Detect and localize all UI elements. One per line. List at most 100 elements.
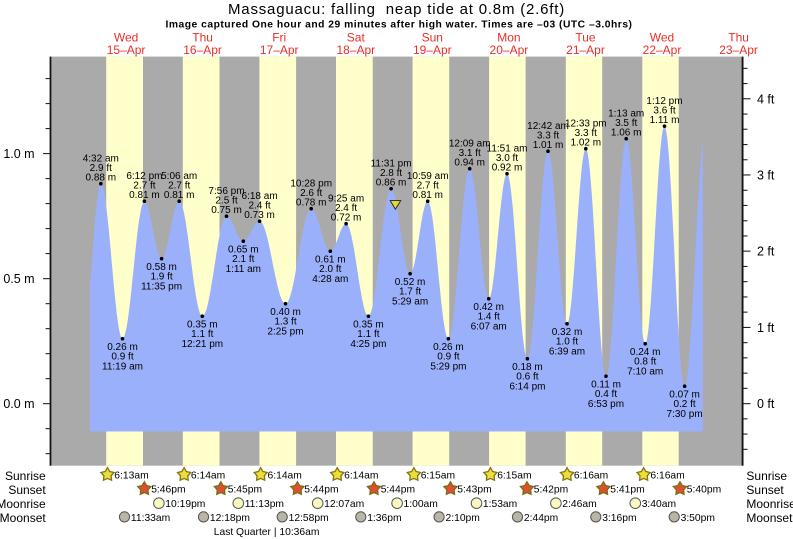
svg-text:1.9 ft: 1.9 ft [150, 272, 172, 283]
svg-text:0.94 m: 0.94 m [454, 158, 485, 169]
svg-text:10:59 am: 10:59 am [407, 171, 449, 182]
svg-text:Last Quarter | 10:36am: Last Quarter | 10:36am [214, 527, 320, 538]
svg-text:1.01 m: 1.01 m [533, 140, 564, 151]
svg-text:Mon: Mon [497, 31, 520, 45]
svg-text:19–Apr: 19–Apr [413, 43, 452, 57]
svg-text:3.0 ft: 3.0 ft [496, 153, 518, 164]
svg-text:12:42 am: 12:42 am [527, 121, 569, 132]
svg-text:3:40am: 3:40am [642, 499, 676, 510]
svg-text:0 ft: 0 ft [757, 397, 775, 411]
svg-text:6:16am: 6:16am [574, 471, 608, 482]
svg-text:3:50pm: 3:50pm [681, 513, 715, 524]
svg-text:2.5 ft: 2.5 ft [215, 195, 237, 206]
svg-text:Moonrise: Moonrise [0, 497, 46, 511]
svg-text:0.9 ft: 0.9 ft [437, 352, 459, 363]
svg-text:0.52 m: 0.52 m [395, 277, 426, 288]
svg-text:0.26 m: 0.26 m [107, 342, 138, 353]
svg-text:2:25 pm: 2:25 pm [267, 326, 303, 337]
svg-text:Wed: Wed [650, 31, 674, 45]
svg-text:1:00am: 1:00am [404, 499, 438, 510]
svg-text:0.9 ft: 0.9 ft [111, 352, 133, 363]
svg-text:20–Apr: 20–Apr [490, 43, 529, 57]
svg-text:Sun: Sun [422, 31, 443, 45]
svg-text:1.1 ft: 1.1 ft [357, 329, 379, 340]
svg-text:7:10 am: 7:10 am [627, 366, 663, 377]
svg-text:12:18pm: 12:18pm [210, 513, 250, 524]
svg-text:5:46pm: 5:46pm [151, 485, 185, 496]
svg-text:5:40pm: 5:40pm [687, 485, 721, 496]
svg-text:7:30 pm: 7:30 pm [667, 409, 703, 420]
svg-text:Sunrise: Sunrise [5, 469, 46, 483]
svg-text:2:44pm: 2:44pm [524, 513, 558, 524]
svg-text:1.02 m: 1.02 m [571, 138, 602, 149]
svg-text:0.0 m: 0.0 m [3, 397, 34, 411]
svg-text:12:21 pm: 12:21 pm [181, 339, 223, 350]
svg-text:0.35 m: 0.35 m [353, 320, 384, 331]
svg-text:6:16am: 6:16am [650, 471, 684, 482]
svg-text:0.8 ft: 0.8 ft [634, 357, 656, 368]
svg-text:22–Apr: 22–Apr [643, 43, 682, 57]
svg-text:5:43pm: 5:43pm [457, 485, 491, 496]
svg-text:Wed: Wed [114, 31, 138, 45]
svg-text:Moonrise: Moonrise [746, 497, 793, 511]
svg-text:11:31 pm: 11:31 pm [371, 158, 412, 169]
svg-text:2.0 ft: 2.0 ft [319, 264, 341, 275]
svg-text:6:14am: 6:14am [268, 471, 302, 482]
svg-text:1.1 ft: 1.1 ft [191, 329, 213, 340]
svg-text:Sat: Sat [347, 31, 366, 45]
svg-text:23–Apr: 23–Apr [719, 43, 758, 57]
svg-text:0.92 m: 0.92 m [492, 163, 523, 174]
svg-text:2.4 ft: 2.4 ft [335, 203, 357, 214]
svg-text:Image captured One hour and 29: Image captured One hour and 29 minutes a… [166, 20, 633, 31]
svg-text:12:09 am: 12:09 am [449, 138, 491, 149]
svg-text:1:36pm: 1:36pm [367, 513, 401, 524]
svg-text:0.24 m: 0.24 m [630, 347, 661, 358]
svg-text:2:46am: 2:46am [562, 499, 596, 510]
svg-text:0.5 m: 0.5 m [3, 272, 34, 286]
svg-text:0.35 m: 0.35 m [187, 320, 218, 331]
svg-text:10:19pm: 10:19pm [165, 499, 205, 510]
svg-text:11:13pm: 11:13pm [245, 499, 284, 510]
svg-text:11:33am: 11:33am [131, 513, 170, 524]
svg-text:11:51 am: 11:51 am [487, 143, 528, 154]
svg-text:16–Apr: 16–Apr [183, 43, 222, 57]
svg-text:0.88 m: 0.88 m [86, 173, 117, 184]
svg-text:3.6 ft: 3.6 ft [653, 105, 675, 116]
svg-text:2.7 ft: 2.7 ft [168, 180, 190, 191]
svg-text:6:13am: 6:13am [114, 471, 148, 482]
svg-text:Massaguacu: falling neap tide: Massaguacu: falling neap tide at 0.8m (2… [228, 1, 565, 18]
svg-text:6:18 am: 6:18 am [242, 191, 278, 202]
svg-text:1.11 m: 1.11 m [650, 115, 680, 126]
svg-text:2 ft: 2 ft [757, 245, 775, 259]
svg-text:3.1 ft: 3.1 ft [459, 148, 481, 159]
svg-text:1.06 m: 1.06 m [611, 128, 642, 139]
svg-text:6:14 pm: 6:14 pm [509, 381, 545, 392]
svg-text:0.81 m: 0.81 m [164, 190, 195, 201]
svg-text:2.6 ft: 2.6 ft [300, 188, 322, 199]
svg-text:1 ft: 1 ft [757, 321, 775, 335]
svg-text:12:33 pm: 12:33 pm [565, 118, 607, 129]
svg-text:7:56 pm: 7:56 pm [208, 186, 244, 197]
svg-text:5:42pm: 5:42pm [534, 485, 568, 496]
svg-text:Sunset: Sunset [8, 483, 46, 497]
svg-text:0.78 m: 0.78 m [296, 198, 327, 209]
svg-text:12:58pm: 12:58pm [289, 513, 329, 524]
svg-text:3:16pm: 3:16pm [602, 513, 636, 524]
svg-text:3 ft: 3 ft [757, 169, 775, 183]
svg-text:Thu: Thu [192, 31, 213, 45]
svg-text:6:15am: 6:15am [497, 471, 531, 482]
svg-text:3.3 ft: 3.3 ft [537, 130, 559, 141]
svg-text:0.42 m: 0.42 m [473, 302, 504, 313]
svg-text:Sunset: Sunset [746, 483, 784, 497]
svg-text:3.3 ft: 3.3 ft [575, 128, 597, 139]
svg-text:1:12 pm: 1:12 pm [646, 96, 682, 107]
svg-text:12:07am: 12:07am [324, 499, 364, 510]
svg-text:0.4 ft: 0.4 ft [595, 389, 617, 400]
svg-text:0.75 m: 0.75 m [211, 205, 242, 216]
svg-text:9:25 am: 9:25 am [328, 193, 364, 204]
svg-text:4 ft: 4 ft [757, 92, 775, 106]
svg-text:Sunrise: Sunrise [746, 469, 787, 483]
svg-text:3.5 ft: 3.5 ft [615, 118, 637, 129]
svg-text:18–Apr: 18–Apr [336, 43, 375, 57]
svg-text:0.6 ft: 0.6 ft [516, 372, 538, 383]
